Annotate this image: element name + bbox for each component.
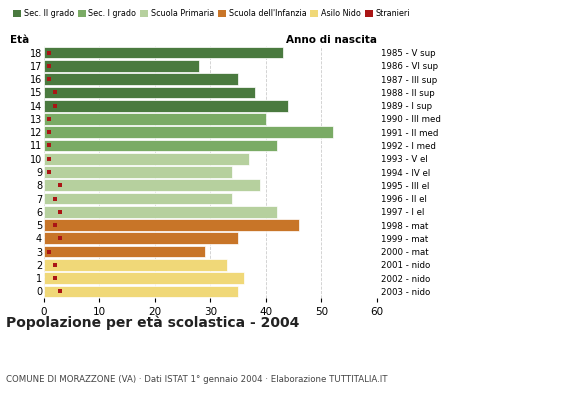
Bar	[44, 100, 288, 112]
Bar	[44, 60, 199, 72]
Bar	[44, 47, 282, 58]
Bar	[44, 140, 277, 151]
Bar	[44, 113, 266, 125]
Bar	[44, 259, 227, 271]
Bar	[44, 206, 277, 218]
Bar	[44, 153, 249, 164]
Bar	[44, 246, 205, 258]
Text: Età: Età	[10, 35, 30, 45]
Bar	[44, 232, 238, 244]
Bar	[44, 166, 233, 178]
Legend: Sec. II grado, Sec. I grado, Scuola Primaria, Scuola dell'Infanzia, Asilo Nido, : Sec. II grado, Sec. I grado, Scuola Prim…	[10, 6, 413, 22]
Bar	[44, 219, 299, 231]
Bar	[44, 73, 238, 85]
Bar	[44, 180, 260, 191]
Text: COMUNE DI MORAZZONE (VA) · Dati ISTAT 1° gennaio 2004 · Elaborazione TUTTITALIA.: COMUNE DI MORAZZONE (VA) · Dati ISTAT 1°…	[6, 375, 387, 384]
Bar	[44, 126, 332, 138]
Text: Anno di nascita: Anno di nascita	[286, 35, 377, 45]
Text: Popolazione per età scolastica - 2004: Popolazione per età scolastica - 2004	[6, 316, 299, 330]
Bar	[44, 272, 244, 284]
Bar	[44, 193, 233, 204]
Bar	[44, 86, 255, 98]
Bar	[44, 286, 238, 297]
